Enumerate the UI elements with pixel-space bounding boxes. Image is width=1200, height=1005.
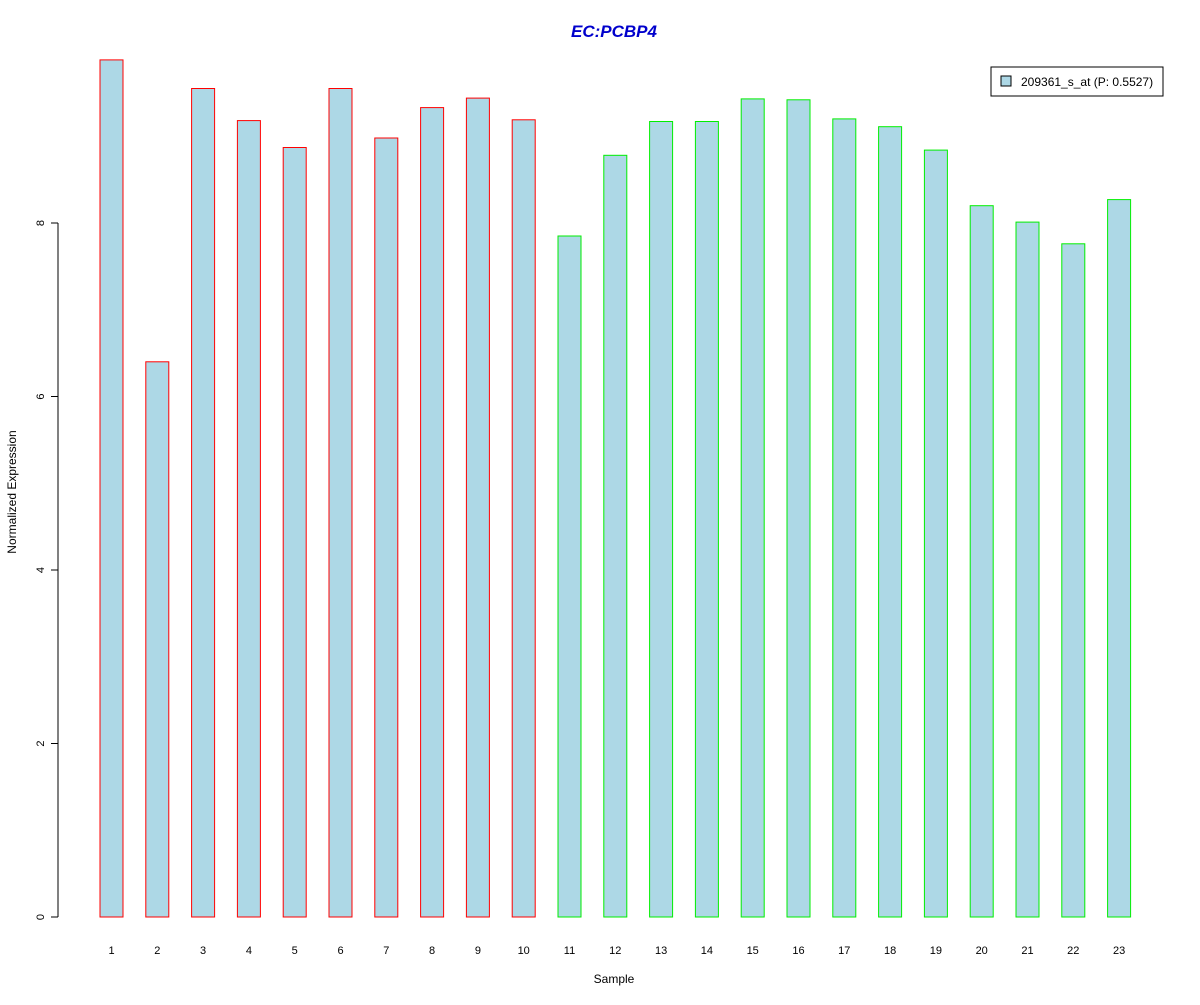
bar-sample-1 [99,59,124,918]
y-axis: 0 2 4 6 8 [35,220,59,920]
bars-group [99,59,1132,918]
x-tick-labels: 1 2 3 4 5 6 7 8 9 10 11 12 13 14 15 16 17 18 19 20 21 22 23 [108,945,1125,957]
x-tick-label: 14 [701,945,713,957]
x-tick-label: 11 [564,945,575,957]
y-tick-label: 6 [35,393,47,399]
x-tick-label: 16 [792,945,804,957]
x-tick-label: 17 [838,945,850,957]
bar-sample-14 [694,121,719,918]
legend-box [990,66,1164,97]
x-tick-label: 7 [383,945,389,957]
x-tick-label: 20 [976,945,988,957]
x-tick-label: 19 [930,945,942,957]
x-tick-label: 18 [884,945,896,957]
x-tick-label: 21 [1021,945,1033,957]
legend: 209361_s_at (P: 0.5527) [990,66,1164,97]
bar-sample-11 [557,235,582,918]
bar-sample-23 [1107,199,1132,918]
bar-sample-2 [145,361,170,918]
x-tick-label: 9 [475,945,481,957]
x-tick-label: 8 [429,945,435,957]
bar-sample-7 [374,137,399,918]
x-tick-label: 15 [747,945,759,957]
y-axis-label: Normalized Expression [5,430,19,553]
bar-sample-15 [740,98,765,918]
x-tick-label: 3 [200,945,206,957]
bar-sample-20 [969,205,994,918]
x-tick-label: 10 [518,945,530,957]
bar-sample-18 [878,126,903,918]
bar-sample-6 [328,88,353,918]
chart-title: EC:PCBP4 [571,22,658,41]
bar-sample-10 [511,119,536,918]
legend-swatch [1000,75,1012,87]
x-tick-label: 23 [1113,945,1125,957]
x-tick-label: 22 [1067,945,1079,957]
bar-sample-9 [465,97,490,918]
bar-sample-5 [282,147,307,918]
bar-sample-8 [420,107,445,918]
bar-sample-12 [603,154,628,918]
bar-sample-4 [236,120,261,918]
bar-sample-13 [649,121,674,918]
x-tick-label: 1 [108,945,114,957]
legend-series-label: 209361_s_at (P: 0.5527) [1021,75,1153,89]
y-tick-label: 4 [35,567,47,573]
y-tick-label: 2 [35,740,47,746]
x-tick-label: 2 [154,945,160,957]
y-tick-label: 0 [35,914,47,920]
bar-sample-16 [786,99,811,918]
x-tick-label: 4 [246,945,252,957]
bar-sample-22 [1061,243,1086,918]
x-tick-label: 12 [609,945,621,957]
x-tick-label: 5 [292,945,298,957]
x-tick-label: 13 [655,945,667,957]
bar-sample-21 [1015,221,1040,918]
y-tick-label: 8 [35,220,47,226]
x-axis-label: Sample [594,972,635,986]
bar-sample-17 [832,118,857,918]
x-tick-label: 6 [337,945,343,957]
bar-sample-3 [191,88,216,918]
bar-sample-19 [923,149,948,918]
